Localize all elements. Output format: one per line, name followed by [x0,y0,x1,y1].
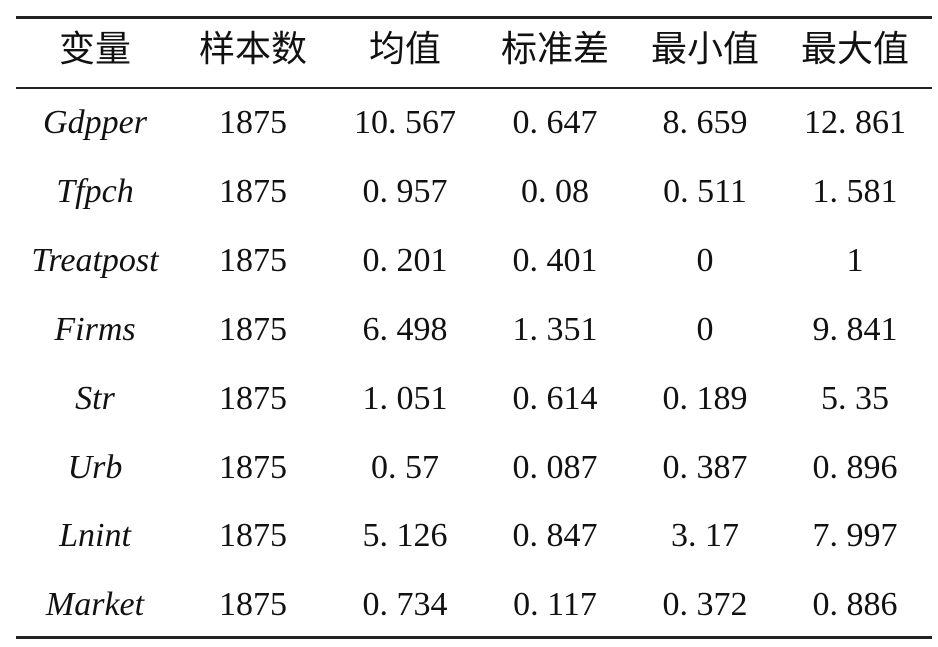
value-cell: 0. 372 [662,586,748,624]
value-cell: 0. 57 [371,448,439,486]
value-cell: 10. 567 [354,104,456,141]
value-cell: 0. 401 [512,241,598,279]
value-cell: 0. 201 [362,241,448,279]
value-cell: 0. 886 [812,586,898,624]
value-cell: 0 [696,310,714,348]
value-cell: 1875 [219,379,287,417]
bottom-rule [16,636,932,639]
value-cell: 8. 659 [662,104,748,141]
value-cell: 1875 [219,241,287,279]
value-cell: 0 [696,241,714,279]
variable-name: Treatpost [31,241,159,279]
variable-name: Lnint [59,517,131,555]
header-cell: 样本数 [198,29,307,69]
value-cell: 0. 957 [362,172,448,210]
value-cell: 1875 [219,448,287,486]
header-cell: 标准差 [500,29,609,69]
header-cell: 最大值 [800,29,909,69]
value-cell: 1875 [219,310,287,348]
value-cell: 1875 [219,104,287,141]
variable-name: Gdpper [43,104,147,141]
value-cell: 5. 126 [362,517,448,555]
variable-name: Urb [67,448,123,486]
value-cell: 6. 498 [362,310,448,348]
value-cell: 1875 [219,172,287,210]
header-cell: 最小值 [650,29,759,69]
variable-name: Firms [54,310,136,348]
value-cell: 0. 847 [512,517,598,555]
value-cell: 12. 861 [804,104,906,141]
value-cell: 1. 351 [512,310,598,348]
value-cell: 1875 [219,517,287,555]
variable-name: Tfpch [56,172,134,210]
value-cell: 9. 841 [812,310,898,348]
header-cell: 均值 [368,29,441,69]
value-cell: 0. 08 [521,172,589,210]
value-cell: 5. 35 [821,379,889,417]
value-cell: 1 [846,241,864,279]
variable-name: Market [45,586,145,624]
value-cell: 1. 581 [812,172,898,210]
value-cell: 0. 511 [663,172,747,210]
value-cell: 7. 997 [812,517,898,555]
value-cell: 1875 [219,586,287,624]
header-cell: 变量 [58,29,131,69]
value-cell: 0. 117 [513,586,597,624]
value-cell: 0. 614 [512,379,598,417]
value-cell: 1. 051 [362,379,448,417]
top-rule [16,16,932,19]
variable-name: Str [75,379,115,417]
header-rule [16,87,932,89]
value-cell: 0. 387 [662,448,748,486]
value-cell: 3. 17 [671,517,739,555]
value-cell: 0. 896 [812,448,898,486]
value-cell: 0. 189 [662,379,748,417]
value-cell: 0. 734 [362,586,448,624]
value-cell: 0. 647 [512,104,598,141]
value-cell: 0. 087 [512,448,598,486]
